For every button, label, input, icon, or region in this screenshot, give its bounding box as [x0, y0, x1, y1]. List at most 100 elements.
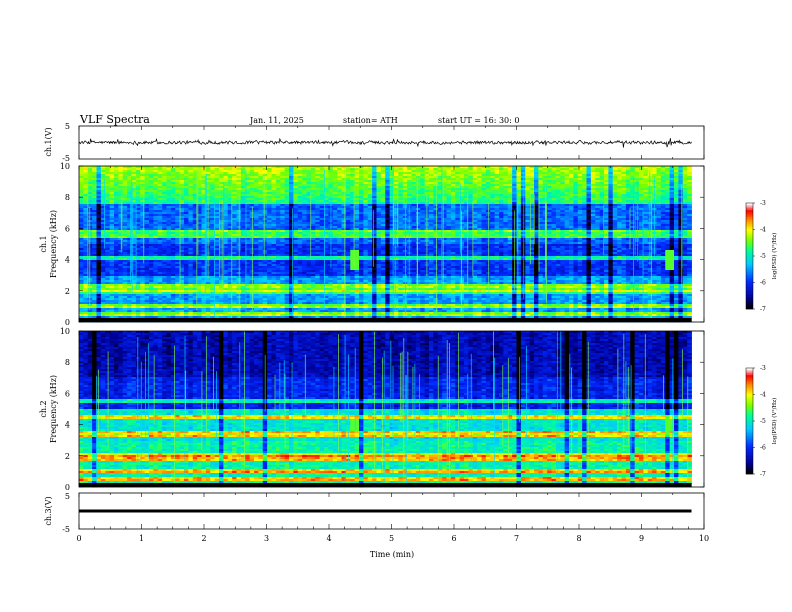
spectrogram-cell — [385, 208, 391, 211]
spectrogram-cell — [275, 210, 281, 213]
spectrogram-cell — [153, 188, 159, 191]
spectrogram-cell — [525, 200, 531, 203]
spectrogram-cell — [354, 206, 360, 209]
spectrogram-cell — [634, 186, 640, 189]
spectrogram-cell — [424, 172, 430, 175]
spectrogram-cell — [411, 192, 417, 195]
spectrogram-cell — [157, 208, 163, 211]
spectrogram-cell — [144, 178, 150, 181]
spectrogram-cell — [538, 184, 544, 187]
spectrogram-cell — [674, 184, 679, 187]
spectrogram-cell — [385, 188, 391, 191]
spectrogram-cell — [437, 200, 443, 203]
spectrogram-cell — [411, 210, 417, 213]
spectrogram-cell — [372, 188, 377, 191]
spectrogram-cell — [79, 190, 84, 193]
spectrogram-cell — [643, 182, 649, 185]
spectrogram-cell — [420, 182, 426, 185]
spectrogram-cell — [236, 190, 242, 193]
spectrogram-cell — [599, 174, 605, 177]
spectrogram-cell — [184, 204, 189, 207]
spectrogram-cell — [503, 198, 509, 201]
spectrogram-cell — [293, 208, 299, 211]
spectrogram-cell — [433, 188, 439, 191]
spectrogram-cell — [577, 200, 583, 203]
spectrogram-cell — [328, 192, 334, 195]
spectrogram-cell — [131, 216, 137, 219]
spectrogram-cell — [219, 170, 224, 173]
spectrogram-cell — [280, 192, 286, 195]
spectrogram-cell — [625, 182, 631, 185]
spectrogram-cell — [494, 198, 500, 201]
spectrogram-cell — [398, 188, 404, 191]
spectrogram-cell — [674, 172, 679, 175]
spectrogram-cell — [79, 174, 84, 177]
spectrogram-cell — [429, 196, 434, 199]
spectrogram-cell — [385, 180, 391, 183]
spectrogram-cell — [87, 174, 93, 177]
spectrogram-cell — [534, 188, 539, 191]
spectrogram-cell — [245, 200, 251, 203]
spectrogram-cell — [372, 166, 377, 169]
spectrogram-cell — [555, 176, 561, 179]
spectrogram-cell — [481, 180, 487, 183]
spectrogram-cell — [315, 204, 321, 207]
spectrogram-cell — [590, 180, 596, 183]
spectrogram-cell — [621, 212, 627, 215]
spectrogram-cell — [420, 184, 426, 187]
spectrogram-cell — [324, 210, 329, 213]
spectrogram-cell — [271, 184, 277, 187]
spectrogram-cell — [625, 210, 631, 213]
spectrogram-cell — [179, 202, 185, 205]
spectrogram-cell — [227, 186, 233, 189]
spectrogram-cell — [367, 210, 373, 213]
spectrogram-cell — [232, 210, 237, 213]
spectrogram-cell — [678, 176, 684, 179]
spectrogram-cell — [477, 172, 482, 175]
spectrogram-cell — [267, 212, 272, 215]
spectrogram-cell — [687, 176, 692, 179]
spectrogram-cell — [551, 180, 557, 183]
spectrogram-cell — [363, 216, 369, 219]
spectrogram-cell — [617, 196, 622, 199]
spectrogram-cell — [337, 190, 342, 193]
spectrogram-cell — [507, 168, 513, 171]
spectrogram-cell — [170, 196, 176, 199]
spectrogram-cell — [114, 208, 119, 211]
spectrogram-cell — [678, 196, 684, 199]
spectrogram-cell — [345, 166, 351, 169]
spectrogram-cell — [455, 188, 461, 191]
spectrogram-cell — [315, 196, 321, 199]
spectrogram-cell — [617, 198, 622, 201]
spectrogram-cell — [472, 166, 478, 169]
spectrogram-cell — [258, 174, 264, 177]
spectrogram-cell — [564, 188, 570, 191]
spectrogram-cell — [660, 186, 666, 189]
spectrogram-cell — [166, 188, 172, 191]
spectrogram-cell — [170, 202, 176, 205]
spectrogram-cell — [210, 206, 216, 209]
spectrogram-cell — [140, 186, 146, 189]
spectrogram-cell — [271, 176, 277, 179]
spectrogram-cell — [92, 204, 97, 207]
spectrogram-cell — [302, 166, 307, 169]
spectrogram-cell — [284, 208, 290, 211]
spectrogram-cell — [665, 204, 671, 207]
spectrogram-cell — [507, 184, 513, 187]
spectrogram-cell — [595, 198, 601, 201]
spectrogram-cell — [210, 174, 216, 177]
spectrogram-cell — [184, 188, 189, 191]
spectrogram-cell — [92, 168, 97, 171]
spectrogram-cell — [678, 180, 684, 183]
spectrogram-cell — [197, 208, 202, 211]
spectrogram-cell — [551, 186, 557, 189]
spectrogram-cell — [118, 216, 124, 219]
spectrogram-cell — [324, 186, 329, 189]
spectrogram-cell — [420, 186, 426, 189]
spectrogram-cell — [639, 186, 644, 189]
spectrogram-cell — [275, 198, 281, 201]
spectrogram-cell — [577, 202, 583, 205]
spectrogram-cell — [639, 210, 644, 213]
spectrogram-cell — [573, 166, 579, 169]
spectrogram-cell — [345, 174, 351, 177]
